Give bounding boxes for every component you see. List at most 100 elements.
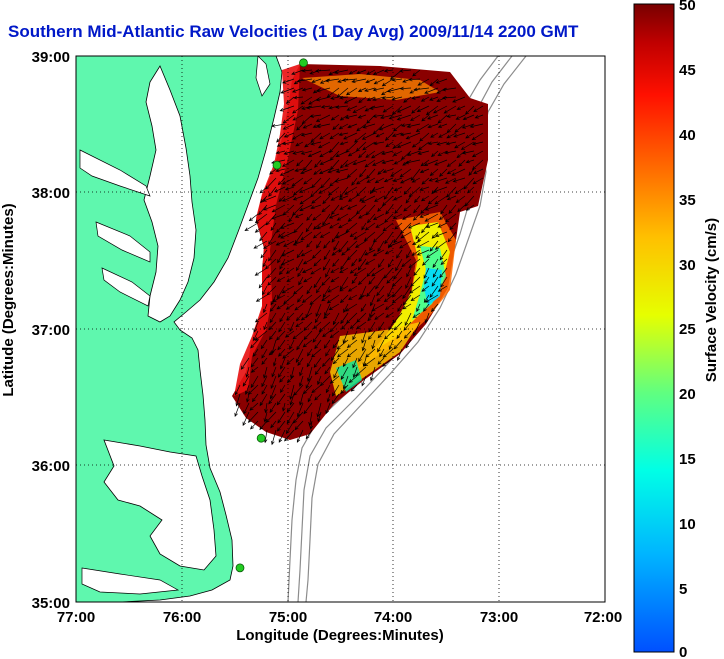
- velocity-arrow: [247, 411, 259, 423]
- velocity-arrow: [375, 222, 385, 228]
- velocity-arrow: [295, 348, 304, 364]
- velocity-arrow: [382, 348, 394, 358]
- velocity-arrow: [395, 258, 403, 272]
- velocity-arrow: [250, 339, 259, 349]
- velocity-arrow: [293, 222, 304, 234]
- velocity-arrow: [387, 258, 394, 268]
- velocity-arrow: [341, 321, 349, 330]
- velocity-arrow: [268, 231, 277, 245]
- velocity-arrow: [437, 123, 448, 128]
- velocity-arrow: [333, 366, 340, 379]
- velocity-arrow: [399, 240, 412, 249]
- velocity-arrow: [416, 303, 421, 313]
- velocity-arrow: [316, 87, 331, 93]
- velocity-arrow: [404, 312, 412, 327]
- velocity-arrow: [365, 78, 376, 84]
- velocity-arrow: [347, 150, 358, 157]
- velocity-arrow: [272, 357, 277, 367]
- y-tick-label: 35:00: [32, 595, 70, 612]
- velocity-arrow: [358, 249, 367, 263]
- velocity-arrow: [310, 204, 322, 210]
- velocity-arrow: [357, 114, 367, 119]
- velocity-arrow: [314, 312, 322, 324]
- velocity-arrow: [384, 303, 394, 310]
- velocity-arrow: [454, 123, 466, 133]
- velocity-arrow: [399, 132, 412, 137]
- plot-frame: [75, 55, 606, 603]
- velocity-arrow: [402, 213, 412, 220]
- velocity-arrow: [400, 150, 412, 161]
- velocity-arrow: [310, 141, 322, 146]
- velocity-arrow: [268, 249, 277, 262]
- velocity-arrow: [392, 213, 403, 219]
- velocity-arrow: [329, 375, 340, 384]
- velocity-arrow: [452, 96, 466, 103]
- velocity-arrow: [434, 240, 448, 250]
- velocity-arrow: [300, 150, 313, 155]
- velocity-arrow: [255, 294, 268, 302]
- velocity-arrow: [297, 357, 304, 367]
- velocity-arrow: [286, 402, 295, 413]
- velocity-arrow: [341, 249, 349, 256]
- velocity-arrow: [446, 159, 457, 167]
- velocity-arrow: [312, 321, 322, 330]
- x-tick-label: 72:00: [584, 609, 622, 626]
- velocity-arrow: [263, 240, 277, 249]
- velocity-arrow: [431, 276, 439, 287]
- velocity-arrow: [320, 105, 331, 109]
- velocity-arrow: [321, 276, 331, 286]
- velocity-arrow: [403, 321, 412, 331]
- velocity-arrow: [391, 294, 403, 304]
- velocity-arrow: [464, 105, 475, 115]
- velocity-arrow: [292, 330, 304, 340]
- velocity-arrow: [331, 231, 340, 243]
- velocity-arrow: [385, 141, 394, 148]
- velocity-arrow: [298, 375, 304, 387]
- velocity-arrow: [250, 420, 259, 430]
- velocity-arrow: [254, 222, 268, 233]
- velocity-arrow: [299, 393, 304, 406]
- velocity-arrow: [362, 123, 376, 129]
- velocity-arrow: [352, 357, 358, 369]
- velocity-arrow: [434, 177, 448, 183]
- velocity-arrow: [260, 339, 268, 350]
- velocity-arrow: [341, 78, 358, 82]
- velocity-arrow: [279, 375, 286, 383]
- velocity-arrow: [458, 159, 466, 167]
- velocity-arrow: [457, 204, 466, 213]
- velocity-arrow: [330, 195, 340, 201]
- velocity-arrow: [412, 69, 421, 77]
- velocity-arrow: [325, 402, 331, 415]
- velocity-arrow: [292, 105, 304, 114]
- velocity-arrow: [356, 123, 367, 132]
- velocity-arrow: [311, 177, 322, 189]
- velocity-arrow: [364, 258, 376, 265]
- velocity-arrow: [319, 150, 331, 158]
- velocity-arrow: [392, 177, 403, 182]
- velocity-arrow: [346, 168, 358, 179]
- velocity-arrow: [296, 159, 304, 167]
- velocity-arrow: [394, 222, 403, 230]
- velocity-arrow: [349, 267, 358, 274]
- velocity-arrow: [393, 159, 403, 165]
- velocity-arrow: [372, 231, 385, 243]
- velocity-arrow: [309, 114, 322, 118]
- velocity-arrow: [404, 159, 421, 165]
- velocity-arrow: [234, 402, 241, 417]
- velocity-arrow: [363, 231, 376, 242]
- velocity-arrow: [422, 258, 430, 266]
- velocity-arrow: [332, 357, 340, 365]
- velocity-arrow: [316, 123, 331, 129]
- velocity-arrow: [420, 159, 430, 167]
- velocity-arrow: [436, 141, 448, 146]
- velocity-arrow: [371, 303, 385, 312]
- velocity-arrow: [399, 69, 412, 73]
- velocity-arrow: [431, 231, 439, 239]
- velocity-arrow: [432, 267, 439, 278]
- colorbar-tick: 5: [679, 581, 687, 598]
- velocity-arrow: [346, 105, 358, 111]
- velocity-arrow: [305, 222, 313, 233]
- velocity-arrow: [365, 204, 376, 216]
- velocity-arrow: [425, 222, 439, 228]
- velocity-arrow: [302, 123, 313, 129]
